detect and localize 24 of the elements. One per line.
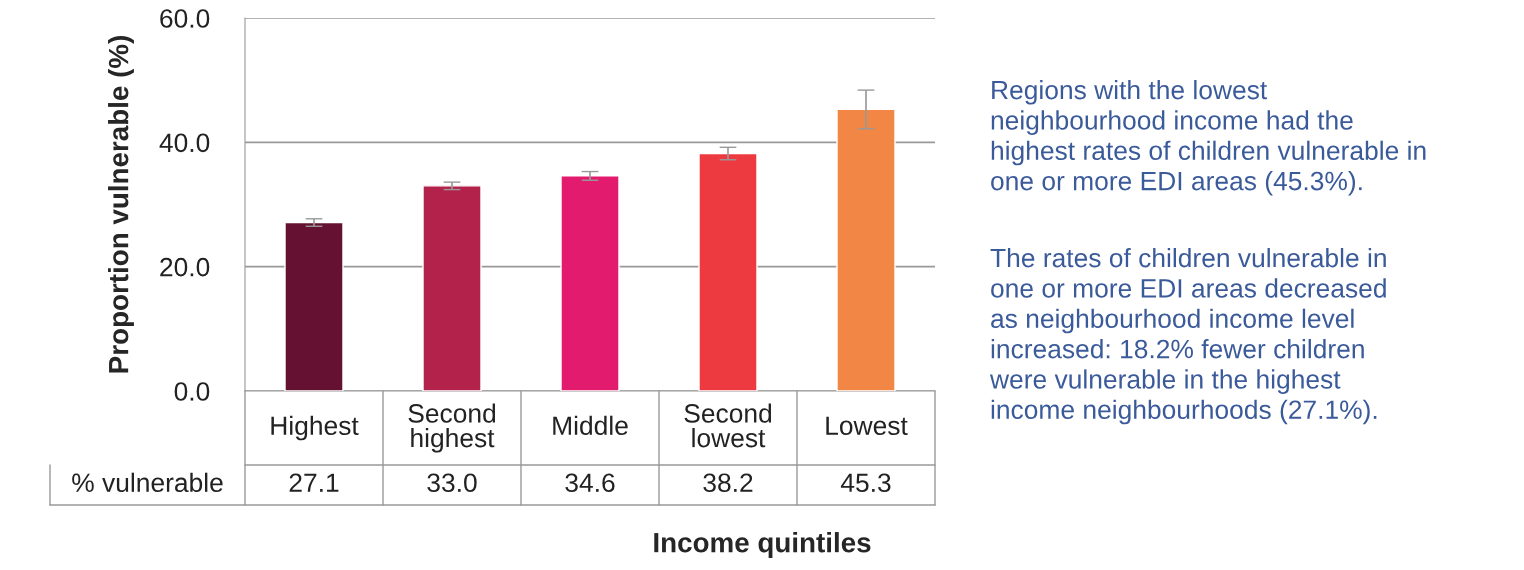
bar [284,221,344,391]
bar [698,152,758,391]
bar [422,185,482,391]
y-tick-label: 20.0 [160,257,210,277]
data-label: 33.0 [427,473,477,493]
x-tick-label: Middle [553,415,628,436]
y-tick-label: 0.0 [174,382,210,401]
y-axis-title: Proportion vulnerable (%) [108,36,134,373]
x-tick-label: Second highest [408,403,496,453]
x-tick-label: Second lowest [684,403,772,448]
y-tick-label: 60.0 [160,9,210,28]
text: Regions with the lowest neighbourhood income had the highest rates of children vulnerable in one or more EDI areas (45.3%). [991,80,1426,196]
x-axis-title: Income quintiles [654,532,871,558]
bar [560,175,620,391]
bar [836,108,896,391]
data-label: 27.1 [289,473,339,492]
text: The rates of children vulnerable in one or more EDI areas decreased as neighbourhood income level increased: 18.2% fewer children were vulnerable in the highest income neighbourhoods (27.1%). [989,248,1386,425]
data-label: 45.3 [840,473,891,493]
text: % vulnerable [72,472,223,493]
data-label: 34.6 [565,473,615,493]
y-tick-label: 40.0 [159,133,210,153]
x-tick-label: Lowest [826,416,908,436]
data-label: 38.2 [703,473,753,493]
x-tick-label: Highest [271,415,359,441]
